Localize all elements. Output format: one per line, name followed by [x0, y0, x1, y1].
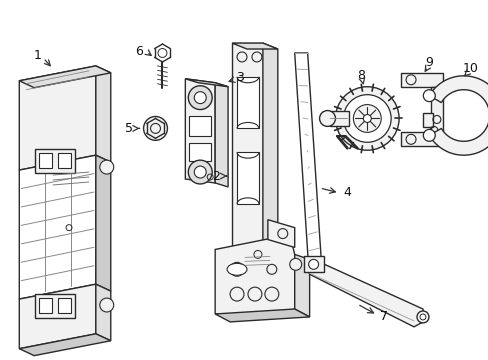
Bar	[39, 153, 52, 168]
Text: 3: 3	[236, 71, 244, 84]
Circle shape	[194, 166, 206, 178]
Text: 5: 5	[124, 122, 132, 135]
Bar	[35, 294, 75, 318]
Bar	[58, 298, 71, 313]
Bar	[58, 153, 71, 168]
Circle shape	[308, 260, 318, 269]
Bar	[39, 298, 52, 313]
Polygon shape	[215, 83, 227, 187]
Circle shape	[423, 90, 434, 102]
Bar	[237, 77, 258, 129]
Circle shape	[143, 117, 167, 140]
Text: 10: 10	[462, 62, 478, 75]
Polygon shape	[96, 284, 111, 341]
Polygon shape	[232, 43, 277, 49]
Circle shape	[343, 95, 390, 142]
Circle shape	[289, 258, 301, 270]
Text: 6: 6	[134, 45, 142, 58]
Circle shape	[353, 105, 381, 132]
Polygon shape	[304, 257, 424, 327]
Bar	[39, 153, 52, 168]
Polygon shape	[400, 132, 442, 146]
Bar	[58, 153, 71, 168]
Bar	[35, 149, 75, 173]
Polygon shape	[263, 43, 277, 260]
Circle shape	[194, 92, 206, 104]
Polygon shape	[294, 53, 321, 267]
Polygon shape	[96, 66, 111, 162]
Bar	[303, 256, 323, 272]
Text: 9: 9	[424, 57, 432, 69]
Polygon shape	[185, 79, 215, 183]
Polygon shape	[215, 309, 309, 322]
Circle shape	[416, 311, 428, 323]
Ellipse shape	[226, 264, 246, 275]
Polygon shape	[215, 235, 294, 314]
Polygon shape	[232, 43, 263, 255]
Text: 4: 4	[343, 186, 351, 199]
Polygon shape	[19, 66, 111, 88]
Polygon shape	[422, 113, 432, 127]
Circle shape	[423, 129, 434, 141]
Polygon shape	[428, 76, 488, 155]
Bar	[189, 143, 211, 161]
Circle shape	[363, 114, 370, 122]
Text: 7: 7	[380, 310, 387, 323]
Polygon shape	[19, 284, 96, 349]
Polygon shape	[400, 73, 442, 87]
Circle shape	[100, 298, 114, 312]
Circle shape	[230, 262, 244, 276]
Polygon shape	[329, 111, 349, 126]
Polygon shape	[96, 155, 111, 291]
Polygon shape	[430, 87, 442, 132]
Text: 2: 2	[212, 170, 220, 183]
Circle shape	[188, 86, 212, 109]
Circle shape	[319, 111, 335, 126]
Polygon shape	[294, 255, 309, 317]
Circle shape	[188, 160, 212, 184]
Polygon shape	[267, 220, 294, 247]
Text: 8: 8	[357, 69, 365, 82]
Polygon shape	[19, 334, 111, 356]
Bar	[237, 152, 258, 204]
Circle shape	[335, 87, 398, 150]
Text: 1: 1	[33, 49, 41, 63]
Polygon shape	[19, 155, 96, 299]
Circle shape	[100, 160, 114, 174]
Polygon shape	[19, 66, 96, 170]
Polygon shape	[185, 79, 227, 87]
Bar	[189, 117, 211, 136]
